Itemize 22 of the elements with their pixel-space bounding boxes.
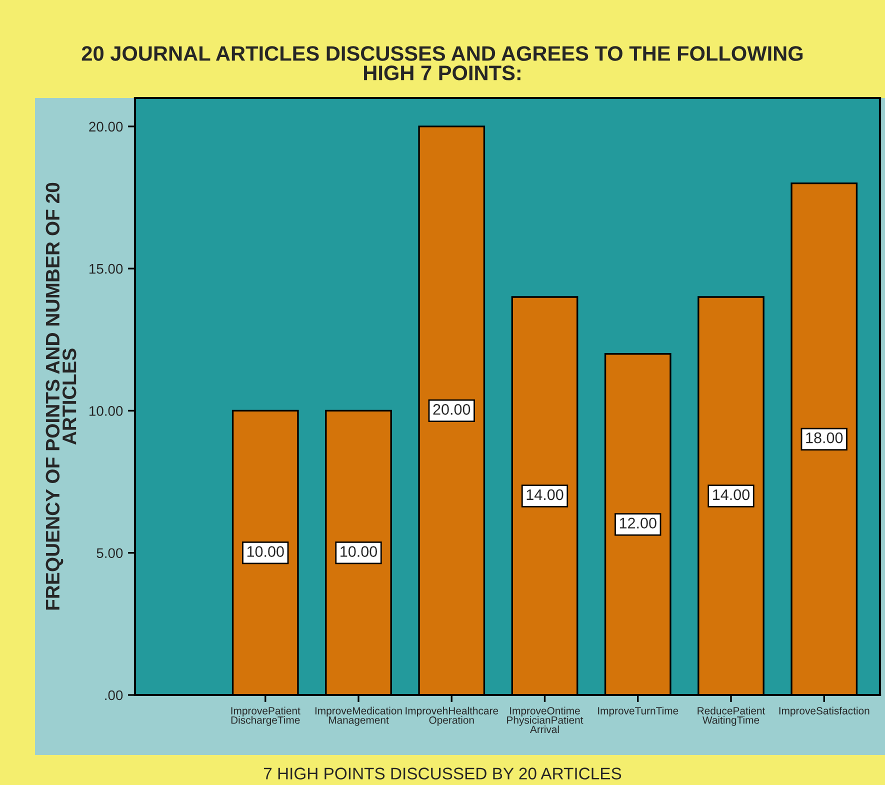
x-tick-label: ImproveTurnTime (598, 706, 678, 717)
data-label: 18.00 (806, 432, 843, 444)
y-tick-label: 5.00 (96, 548, 123, 558)
x-tick-label: ImproveMedication Management (315, 706, 402, 726)
data-label: 12.00 (620, 518, 656, 529)
data-label: 10.00 (340, 546, 378, 557)
x-tick-label: ImprovehHealthcare Operation (406, 706, 498, 726)
y-tick-label: 15.00 (90, 264, 123, 274)
data-label: 14.00 (526, 489, 564, 500)
y-tick-label: .00 (105, 690, 123, 700)
data-label: 10.00 (247, 546, 284, 557)
data-label: 20.00 (433, 404, 470, 415)
x-tick-label: ReducePatient WaitingTime (698, 706, 766, 726)
x-axis-title: 7 HIGH POINTS DISCUSSED BY 20 ARTICLES (264, 768, 622, 780)
y-axis-title: FREQUENCY OF POINTS AND NUMBER OF 20 ARTICLES (46, 182, 76, 610)
data-label: 14.00 (713, 489, 750, 500)
x-tick-label: ImproveSatisfaction (779, 706, 870, 717)
y-tick-label: 20.00 (89, 122, 123, 132)
x-tick-label: ImproveOntime PhysicianPatient Arrival (507, 706, 584, 734)
y-tick-label: 10.00 (90, 406, 123, 416)
chart-title: 20 JOURNAL ARTICLES DISCUSSES AND AGREES TO THE FOLLOWING HIGH 7 POINTS: (82, 46, 803, 80)
x-tick-label: ImprovePatient DischargeTime (231, 706, 300, 726)
